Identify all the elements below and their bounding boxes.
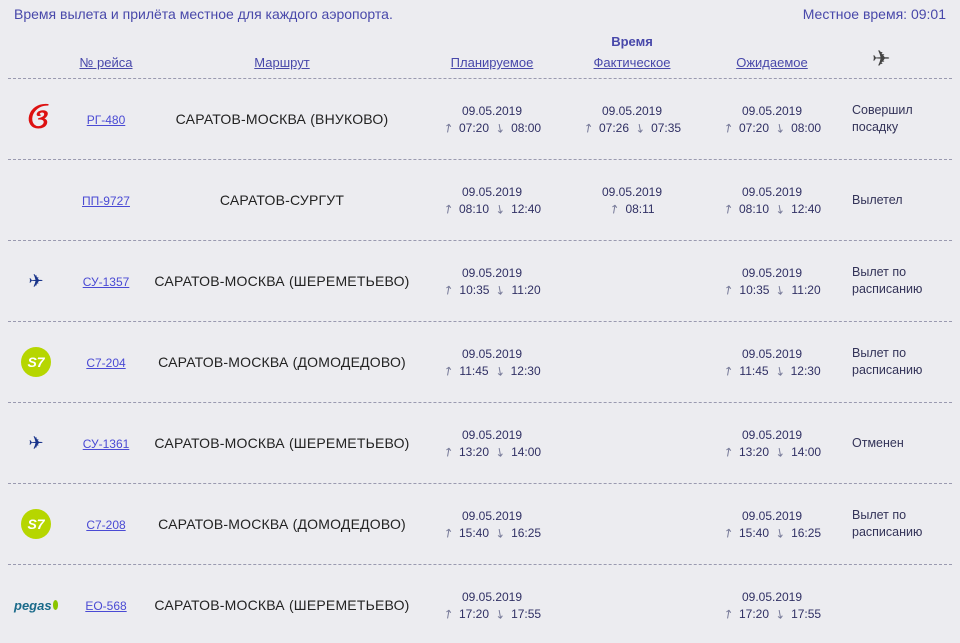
flight-number[interactable]: С7-208 [70,517,142,532]
planned-cell: 09.05.2019↗13:20↘14:00 [422,428,562,459]
airline-logo: S7 [14,346,70,378]
expected-cell: 09.05.2019↗11:45↘12:30 [702,347,842,378]
flight-number[interactable]: РГ-480 [70,112,142,127]
flight-row: ✈︎СУ-1361САРАТОВ-МОСКВА (ШЕРЕМЕТЬЕВО)09.… [0,405,960,481]
flight-status: Вылетел [842,192,946,209]
airline-logo: ઉ [14,103,70,135]
header-divider [8,78,952,79]
timezone-note: Время вылета и прилёта местное для каждо… [14,6,393,22]
actual-cell: 09.05.2019↗08:11 [562,185,702,216]
expected-cell: 09.05.2019↗07:20↘08:00 [702,104,842,135]
header-flight: № рейса [70,55,142,70]
airline-logo: ✈︎ [14,427,70,459]
flight-number[interactable]: СУ-1357 [70,274,142,289]
route: САРАТОВ-МОСКВА (ДОМОДЕДОВО) [142,354,422,370]
row-divider [8,564,952,565]
airline-logo-icon: ✈︎ [14,265,58,297]
planned-cell: 09.05.2019↗08:10↘12:40 [422,185,562,216]
plane-icon: ✈ [842,48,946,70]
planned-cell: 09.05.2019↗11:45↘12:30 [422,347,562,378]
airline-logo: S7 [14,508,70,540]
flight-number[interactable]: СУ-1361 [70,436,142,451]
flight-row: pegasЕО-568САРАТОВ-МОСКВА (ШЕРЕМЕТЬЕВО)0… [0,567,960,643]
expected-cell: 09.05.2019↗10:35↘11:20 [702,266,842,297]
local-time: Местное время: 09:01 [803,6,946,22]
planned-cell: 09.05.2019↗17:20↘17:55 [422,590,562,621]
planned-cell: 09.05.2019↗07:20↘08:00 [422,104,562,135]
flight-status: Совершил посадку [842,102,946,136]
flight-status: Отменен [842,435,946,452]
flight-number[interactable]: ПП-9727 [70,193,142,208]
row-divider [8,402,952,403]
row-divider [8,240,952,241]
airline-logo-icon: S7 [14,346,58,378]
planned-cell: 09.05.2019↗15:40↘16:25 [422,509,562,540]
airline-logo-icon [14,183,58,215]
header-expected: Ожидаемое [702,55,842,70]
airline-logo-icon: ✈︎ [14,427,58,459]
row-divider [8,321,952,322]
planned-cell: 09.05.2019↗10:35↘11:20 [422,266,562,297]
flight-status: Вылет по расписанию [842,507,946,541]
airline-logo-icon: pegas [14,589,58,621]
expected-cell: 09.05.2019↗15:40↘16:25 [702,509,842,540]
airline-logo-icon: ઉ [14,103,58,135]
header-time-label: Время [611,34,653,49]
flight-row: ઉРГ-480САРАТОВ-МОСКВА (ВНУКОВО)09.05.201… [0,81,960,157]
expected-cell: 09.05.2019↗13:20↘14:00 [702,428,842,459]
flight-status: Вылет по расписанию [842,264,946,298]
flight-row: ПП-9727САРАТОВ-СУРГУТ09.05.2019↗08:10↘12… [0,162,960,238]
header-route: Маршрут [142,55,422,70]
route: САРАТОВ-МОСКВА (ДОМОДЕДОВО) [142,516,422,532]
header-time-group: Время Планируемое Фактическое Ожидаемое [422,34,842,70]
flight-rows: ઉРГ-480САРАТОВ-МОСКВА (ВНУКОВО)09.05.201… [0,81,960,643]
flight-number[interactable]: С7-204 [70,355,142,370]
expected-cell: 09.05.2019↗08:10↘12:40 [702,185,842,216]
flight-row: ✈︎СУ-1357САРАТОВ-МОСКВА (ШЕРЕМЕТЬЕВО)09.… [0,243,960,319]
route: САРАТОВ-МОСКВА (ШЕРЕМЕТЬЕВО) [142,435,422,451]
route: САРАТОВ-СУРГУТ [142,192,422,208]
expected-cell: 09.05.2019↗17:20↘17:55 [702,590,842,621]
flight-number[interactable]: ЕО-568 [70,598,142,613]
header-planned: Планируемое [422,55,562,70]
top-bar: Время вылета и прилёта местное для каждо… [0,0,960,30]
airline-logo [14,183,70,218]
airline-logo-icon: S7 [14,508,58,540]
actual-cell: 09.05.2019↗07:26↘07:35 [562,104,702,135]
row-divider [8,483,952,484]
flight-status: Вылет по расписанию [842,345,946,379]
row-divider [8,159,952,160]
table-header: № рейса Маршрут Время Планируемое Фактич… [0,30,960,76]
route: САРАТОВ-МОСКВА (ШЕРЕМЕТЬЕВО) [142,597,422,613]
flight-row: S7С7-208САРАТОВ-МОСКВА (ДОМОДЕДОВО)09.05… [0,486,960,562]
flight-row: S7С7-204САРАТОВ-МОСКВА (ДОМОДЕДОВО)09.05… [0,324,960,400]
route: САРАТОВ-МОСКВА (ВНУКОВО) [142,111,422,127]
airline-logo: pegas [14,589,70,621]
airline-logo: ✈︎ [14,265,70,297]
header-actual: Фактическое [562,55,702,70]
route: САРАТОВ-МОСКВА (ШЕРЕМЕТЬЕВО) [142,273,422,289]
